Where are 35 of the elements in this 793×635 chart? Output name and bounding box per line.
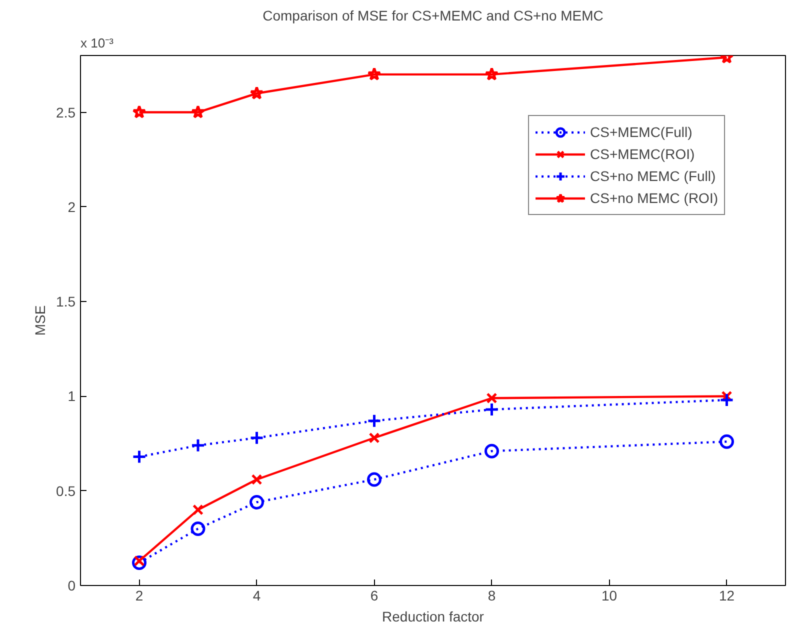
point xyxy=(132,105,146,118)
x-tick-label: 8 xyxy=(488,588,496,604)
point xyxy=(368,432,380,444)
y-tick-label: 0 xyxy=(68,578,76,594)
x-tick-label: 2 xyxy=(135,588,144,604)
x-tick-label: 12 xyxy=(718,588,735,604)
y-tick-label: 2.5 xyxy=(56,104,76,120)
legend-label: CS+MEMC(ROI) xyxy=(590,146,695,162)
chart-title: Comparison of MSE for CS+MEMC and CS+no MEMC xyxy=(262,8,604,24)
legend-label: CS+MEMC(Full) xyxy=(590,124,692,140)
point xyxy=(484,67,499,81)
y-tick-label: 2 xyxy=(68,198,76,215)
y-tick-label: 0.5 xyxy=(56,482,76,499)
point xyxy=(190,521,206,536)
legend-label: CS+no MEMC (Full) xyxy=(590,168,716,184)
y-tick-label: 1.5 xyxy=(56,294,76,310)
text: x 10⁻³ xyxy=(80,36,114,50)
x-tick-label: 10 xyxy=(601,588,618,604)
legend-label: CS+no MEMC (ROI) xyxy=(590,190,718,206)
point xyxy=(250,86,264,100)
x-axis-title: Reduction factor xyxy=(382,608,484,624)
point xyxy=(720,434,734,449)
point xyxy=(191,105,205,118)
point xyxy=(250,494,264,510)
point xyxy=(251,474,262,485)
x-tick-label: 6 xyxy=(370,588,378,604)
x-tick-label: 4 xyxy=(252,588,261,604)
point xyxy=(134,555,145,566)
point xyxy=(367,67,382,81)
y-tick-label: 1 xyxy=(68,388,76,404)
point xyxy=(486,392,498,404)
point xyxy=(192,504,204,516)
point xyxy=(367,472,382,487)
y-axis-title: MSE xyxy=(32,305,48,336)
point xyxy=(484,444,499,458)
